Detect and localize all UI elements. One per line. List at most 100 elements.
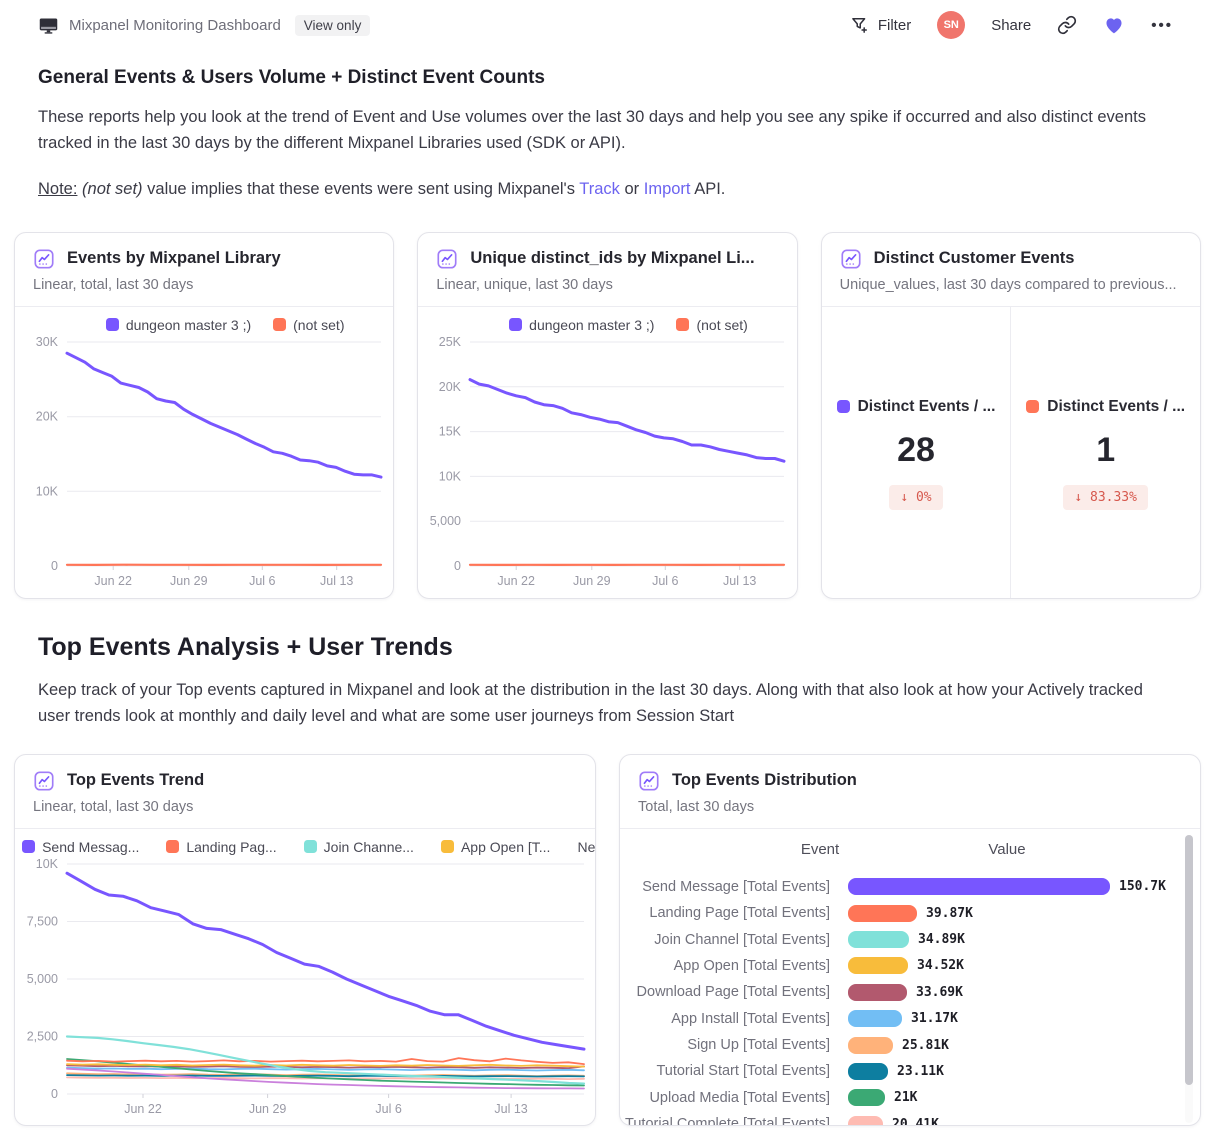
table-row[interactable]: Join Channel [Total Events] 34.89K xyxy=(620,926,1200,952)
note-text: value implies that these events were sen… xyxy=(147,179,575,198)
svg-text:Jun 29: Jun 29 xyxy=(573,574,611,588)
table-row[interactable]: Tutorial Start [Total Events] 23.11K xyxy=(620,1058,1200,1084)
svg-text:5,000: 5,000 xyxy=(27,972,58,986)
avatar[interactable]: SN xyxy=(937,11,966,39)
card-title[interactable]: Events by Mixpanel Library xyxy=(67,249,281,268)
card-subtitle: Linear, total, last 30 days xyxy=(33,798,194,815)
filter-icon xyxy=(850,15,870,35)
value-bar xyxy=(848,983,907,1001)
card-events-by-library: Events by Mixpanel Library Linear, total… xyxy=(14,231,395,599)
page-title: Mixpanel Monitoring Dashboard xyxy=(69,16,281,34)
card-subtitle: Linear, unique, last 30 days xyxy=(436,276,613,293)
monitor-icon xyxy=(38,15,59,36)
svg-text:Jul 6: Jul 6 xyxy=(652,574,678,588)
event-label: Tutorial Complete [Total Events] xyxy=(625,1116,830,1126)
favorite-button[interactable] xyxy=(1103,14,1125,36)
svg-text:Jun 22: Jun 22 xyxy=(498,574,536,588)
legend-item[interactable]: App Open [T... xyxy=(440,838,551,855)
legend-label: Send Messag... xyxy=(42,838,140,855)
svg-text:30K: 30K xyxy=(36,335,59,349)
metric-label: Distinct Events / ... xyxy=(857,397,996,415)
line-chart-icon xyxy=(33,770,55,792)
svg-text:Jun 22: Jun 22 xyxy=(94,574,132,588)
event-value: 31.17K xyxy=(911,1011,958,1027)
legend-item[interactable]: Landing Pag... xyxy=(166,838,277,855)
note-line: Note: (not set) value implies that these… xyxy=(38,180,1177,199)
filter-button[interactable]: Filter xyxy=(850,15,911,35)
legend-item[interactable]: Next 8 xyxy=(577,838,596,855)
event-value: 39.87K xyxy=(926,905,973,921)
value-bar xyxy=(848,957,908,975)
line-chart-svg: 10K 7,500 5,000 2,500 0 Jun 22 Jun 29 Jul 6 Jul … xyxy=(27,857,586,1116)
legend-item[interactable]: dungeon master 3 ;) xyxy=(105,316,252,333)
line-chart[interactable]: 25K 20K 15K 10K 5,000 0 Jun 22 Jun 29 Jul 6 Jul 1… xyxy=(418,333,796,594)
legend-swatch-icon xyxy=(273,318,287,332)
table-row[interactable]: Download Page [Total Events] 33.69K xyxy=(620,979,1200,1005)
track-link[interactable]: Track xyxy=(579,179,620,198)
svg-text:10K: 10K xyxy=(36,484,59,498)
legend-item[interactable]: Send Messag... xyxy=(22,839,139,855)
legend-item[interactable]: (not set) xyxy=(273,317,344,333)
card-subtitle: Total, last 30 days xyxy=(638,798,755,815)
table-row[interactable]: Upload Media [Total Events] 21K xyxy=(620,1085,1200,1111)
event-value: 150.7K xyxy=(1119,879,1166,895)
svg-text:0: 0 xyxy=(454,559,461,573)
table-row[interactable]: Sign Up [Total Events] 25.81K xyxy=(620,1032,1200,1058)
scrollbar-thumb[interactable] xyxy=(1185,834,1193,1085)
metric-distinct-events-left[interactable]: Distinct Events / ... 28 ↓ 0% xyxy=(822,307,1011,598)
svg-text:Jul 13: Jul 13 xyxy=(494,1102,527,1116)
card-title[interactable]: Distinct Customer Events xyxy=(873,249,1075,268)
table-row[interactable]: Send Message [Total Events] 150.7K xyxy=(620,874,1200,900)
line-chart[interactable]: 10K 7,500 5,000 2,500 0 Jun 22 Jun 29 Jul 6 Jul … xyxy=(15,855,595,1122)
more-options-button[interactable]: ••• xyxy=(1151,16,1173,34)
event-value: 20.41K xyxy=(892,1116,939,1126)
metric-delta-badge: ↓ 83.33% xyxy=(1063,484,1148,510)
import-link[interactable]: Import xyxy=(643,179,691,198)
card-title[interactable]: Top Events Distribution xyxy=(672,771,857,790)
metric-value: 28 xyxy=(897,430,935,469)
scrollbar[interactable] xyxy=(1185,834,1193,1123)
legend-label: App Open [T... xyxy=(460,838,551,855)
line-chart-icon xyxy=(436,248,458,270)
svg-text:Jul 6: Jul 6 xyxy=(249,574,275,588)
event-label: Upload Media [Total Events] xyxy=(649,1089,830,1106)
note-text: or xyxy=(624,179,640,198)
svg-text:0: 0 xyxy=(51,1087,58,1101)
chart-legend: Send Messag... Landing Pag... Join Channe.… xyxy=(15,829,595,855)
table-row[interactable]: App Open [Total Events] 34.52K xyxy=(620,953,1200,979)
svg-text:Jul 13: Jul 13 xyxy=(320,574,353,588)
legend-swatch-icon xyxy=(509,318,523,332)
value-bar xyxy=(848,904,917,922)
legend-label: Landing Pag... xyxy=(186,838,277,855)
column-header-value: Value xyxy=(988,840,1026,858)
card-subtitle: Unique_values, last 30 days compared to … xyxy=(839,276,1177,293)
share-button[interactable]: Share xyxy=(991,16,1032,34)
svg-text:0: 0 xyxy=(51,559,58,573)
legend-swatch-icon xyxy=(1026,400,1040,414)
line-chart[interactable]: 30K 20K 10K 0 Jun 22 Jun 29 Jul 6 Jul 13 xyxy=(15,333,393,594)
svg-text:10K: 10K xyxy=(439,469,462,483)
legend-label: Next 8 xyxy=(577,838,596,855)
metric-distinct-events-right[interactable]: Distinct Events / ... 1 ↓ 83.33% xyxy=(1010,306,1200,598)
table-row[interactable]: Landing Page [Total Events] 39.87K xyxy=(620,900,1200,926)
svg-text:Jun 22: Jun 22 xyxy=(124,1102,162,1116)
card-title[interactable]: Top Events Trend xyxy=(67,771,205,790)
copy-link-button[interactable] xyxy=(1057,15,1077,35)
event-label: Sign Up [Total Events] xyxy=(687,1037,830,1054)
legend-item[interactable]: dungeon master 3 ;) xyxy=(509,317,654,333)
svg-text:20K: 20K xyxy=(36,409,59,423)
section-description: These reports help you look at the trend… xyxy=(38,108,1146,153)
value-bar xyxy=(848,931,909,949)
legend-label: Join Channe... xyxy=(323,838,414,855)
svg-text:5,000: 5,000 xyxy=(430,514,461,528)
card-top-events-trend: Top Events Trend Linear, total, last 30 … xyxy=(14,753,596,1126)
legend-item[interactable]: Join Channe... xyxy=(303,838,414,855)
link-icon xyxy=(1057,15,1077,35)
table-row[interactable]: Tutorial Complete [Total Events] 20.41K xyxy=(620,1111,1200,1125)
card-title[interactable]: Unique distinct_ids by Mixpanel Li... xyxy=(470,249,755,268)
note-label: Note: xyxy=(38,179,78,198)
metric-label: Distinct Events / ... xyxy=(1047,397,1186,415)
legend-item[interactable]: (not set) xyxy=(676,317,748,333)
table-row[interactable]: App Install [Total Events] 31.17K xyxy=(620,1006,1200,1032)
legend-label: dungeon master 3 ;) xyxy=(125,316,252,333)
